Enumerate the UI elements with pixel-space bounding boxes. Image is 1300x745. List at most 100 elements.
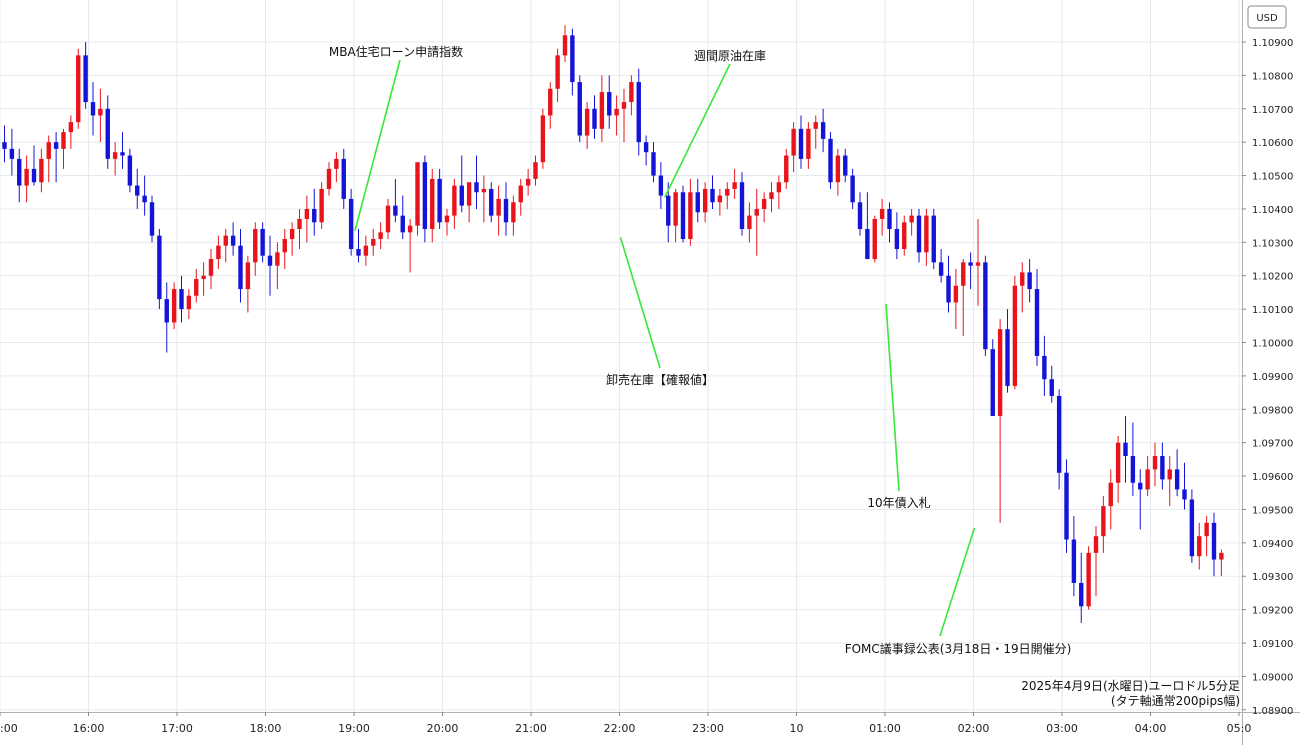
candle — [739, 172, 745, 236]
candle — [990, 339, 995, 416]
candle-body — [511, 202, 516, 223]
candle — [68, 115, 74, 149]
candle-body — [179, 289, 184, 310]
candle-body — [961, 262, 966, 286]
candle — [725, 182, 730, 209]
candle — [938, 249, 944, 283]
candle-body — [1189, 499, 1195, 557]
x-tick-label: 21:00 — [515, 722, 547, 735]
candle-body — [1130, 456, 1136, 483]
candle — [1219, 549, 1224, 577]
candle — [1167, 456, 1172, 507]
candle-body — [946, 275, 951, 303]
candle-body — [275, 252, 280, 266]
candle-body — [761, 198, 767, 209]
candle-body — [238, 245, 243, 290]
candle — [400, 195, 405, 240]
annotation-pointer — [619, 237, 661, 369]
candle-body — [902, 222, 907, 250]
y-tick-label: 1.10500 — [1252, 172, 1293, 183]
y-tick-label: 1.10800 — [1252, 71, 1293, 82]
candle — [820, 108, 826, 153]
annotation-label: 卸売在庫【確報値】 — [606, 372, 714, 387]
candle — [902, 215, 907, 256]
x-tick-label: 22:00 — [604, 722, 636, 735]
candle-body — [820, 122, 826, 139]
candle-body — [562, 35, 568, 56]
currency-box[interactable]: USD — [1247, 5, 1287, 29]
candle — [1197, 522, 1202, 570]
candle-body — [1219, 552, 1224, 560]
candle-body — [894, 228, 900, 250]
candle-body — [784, 155, 789, 183]
candle — [651, 142, 656, 183]
candle-body — [857, 202, 863, 229]
y-tick-label: 1.09800 — [1252, 405, 1293, 416]
candle-body — [1101, 506, 1106, 537]
candle-body — [1056, 395, 1062, 473]
annotation-pointer — [354, 59, 401, 231]
candle — [813, 115, 818, 149]
candle — [592, 95, 597, 139]
y-tick-label: 1.10600 — [1252, 138, 1293, 149]
candle-body — [422, 162, 428, 229]
candle — [680, 185, 686, 243]
candle-body — [407, 225, 413, 233]
candle-body — [489, 188, 494, 216]
candle — [83, 42, 88, 109]
candle-body — [813, 122, 818, 129]
candle-body — [400, 215, 405, 233]
candle — [496, 185, 501, 236]
candle — [511, 195, 516, 236]
candle-body — [363, 245, 369, 256]
candle-body — [614, 108, 619, 116]
candle-body — [769, 192, 774, 199]
candle — [540, 108, 546, 169]
candle — [46, 135, 51, 183]
candle — [312, 188, 317, 236]
candle-body — [577, 82, 582, 136]
candle — [171, 282, 177, 330]
candle — [1130, 422, 1136, 497]
candle-body — [916, 215, 922, 253]
candle — [393, 178, 398, 223]
annotation-label: MBA住宅ローン申請指数 — [329, 44, 463, 59]
candle — [599, 75, 605, 143]
candle-body — [267, 255, 273, 266]
candle-body — [186, 295, 192, 310]
candle — [570, 28, 575, 96]
candle-body — [297, 218, 302, 229]
candle — [282, 228, 287, 270]
x-tick-label: 23:00 — [692, 722, 724, 735]
candle — [761, 192, 767, 223]
candle — [378, 222, 383, 250]
candle — [865, 192, 870, 260]
candle-body — [326, 168, 332, 189]
candle — [17, 148, 22, 203]
candle-body — [17, 158, 22, 186]
x-tick-label: :00 — [0, 722, 18, 735]
y-tick-label: 1.09100 — [1252, 639, 1293, 650]
candle — [223, 228, 228, 263]
candle-body — [666, 195, 671, 226]
candle-body — [990, 349, 995, 416]
candle-body — [872, 218, 877, 260]
candle — [584, 102, 590, 149]
x-tick-label: 10 — [790, 722, 804, 735]
candle — [850, 168, 855, 209]
candle-body — [717, 195, 723, 203]
candle-body — [702, 188, 708, 213]
x-tick-label: 05:0 — [1227, 722, 1252, 735]
candle — [2, 125, 7, 163]
candle-body — [385, 205, 391, 233]
candle — [304, 195, 310, 243]
candle — [1101, 496, 1106, 553]
candle — [348, 188, 354, 256]
candle — [53, 132, 59, 183]
candle — [997, 319, 1003, 523]
candle — [666, 182, 671, 243]
candle-body — [201, 275, 206, 280]
candle-body — [289, 228, 295, 240]
candle — [533, 155, 538, 186]
candle — [1123, 415, 1128, 483]
